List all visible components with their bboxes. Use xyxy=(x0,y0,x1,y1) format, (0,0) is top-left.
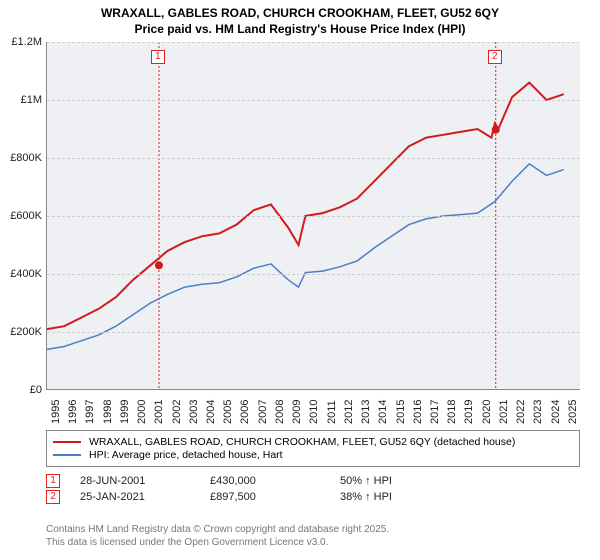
y-axis-label: £1.2M xyxy=(0,36,42,48)
y-axis-label: £400K xyxy=(0,268,42,280)
sale-date-2: 25-JAN-2021 xyxy=(80,491,210,503)
sale-marker-2: 2 xyxy=(46,490,60,504)
title-line-1: WRAXALL, GABLES ROAD, CHURCH CROOKHAM, F… xyxy=(0,6,600,22)
y-axis-label: £600K xyxy=(0,210,42,222)
footnote-line-2: This data is licensed under the Open Gov… xyxy=(46,537,580,550)
footnote: Contains HM Land Registry data © Crown c… xyxy=(46,524,580,549)
legend-item-1: WRAXALL, GABLES ROAD, CHURCH CROOKHAM, F… xyxy=(53,436,573,448)
chart-plot-area xyxy=(46,42,580,390)
footnote-line-1: Contains HM Land Registry data © Crown c… xyxy=(46,524,580,537)
legend-swatch-1 xyxy=(53,441,81,443)
x-axis-label: 1996 xyxy=(67,400,79,424)
x-axis-label: 2006 xyxy=(239,400,251,424)
x-axis-label: 2019 xyxy=(463,400,475,424)
legend-item-2: HPI: Average price, detached house, Hart xyxy=(53,449,573,461)
sale-delta-2: 38% ↑ HPI xyxy=(340,491,470,503)
y-axis-label: £1M xyxy=(0,94,42,106)
title-line-2: Price paid vs. HM Land Registry's House … xyxy=(0,22,600,38)
x-axis-label: 1999 xyxy=(119,400,131,424)
table-row: 2 25-JAN-2021 £897,500 38% ↑ HPI xyxy=(46,490,580,504)
x-axis-label: 2004 xyxy=(205,400,217,424)
legend-swatch-2 xyxy=(53,454,81,456)
x-axis-label: 2016 xyxy=(412,400,424,424)
sale-delta-1: 50% ↑ HPI xyxy=(340,475,470,487)
chart-title: WRAXALL, GABLES ROAD, CHURCH CROOKHAM, F… xyxy=(0,0,600,37)
x-axis-label: 2000 xyxy=(136,400,148,424)
x-axis-label: 2017 xyxy=(429,400,441,424)
sale-marker-1: 1 xyxy=(46,474,60,488)
chart-marker-2: 2 xyxy=(488,50,502,64)
sale-date-1: 28-JUN-2001 xyxy=(80,475,210,487)
x-axis-label: 2023 xyxy=(532,400,544,424)
legend-label-1: WRAXALL, GABLES ROAD, CHURCH CROOKHAM, F… xyxy=(89,436,515,448)
x-axis-label: 2015 xyxy=(395,400,407,424)
x-axis-label: 2018 xyxy=(446,400,458,424)
x-axis-label: 2022 xyxy=(515,400,527,424)
x-axis-label: 2021 xyxy=(498,400,510,424)
x-axis-label: 2020 xyxy=(481,400,493,424)
x-axis-label: 2002 xyxy=(171,400,183,424)
x-axis-label: 2008 xyxy=(274,400,286,424)
x-axis-label: 2024 xyxy=(550,400,562,424)
x-axis-label: 1995 xyxy=(50,400,62,424)
table-row: 1 28-JUN-2001 £430,000 50% ↑ HPI xyxy=(46,474,580,488)
x-axis-label: 2009 xyxy=(291,400,303,424)
chart-marker-1: 1 xyxy=(151,50,165,64)
x-axis-label: 2001 xyxy=(153,400,165,424)
x-axis-label: 2025 xyxy=(567,400,579,424)
x-axis-label: 2005 xyxy=(222,400,234,424)
x-axis-label: 2010 xyxy=(308,400,320,424)
legend: WRAXALL, GABLES ROAD, CHURCH CROOKHAM, F… xyxy=(46,430,580,467)
x-axis-label: 2003 xyxy=(188,400,200,424)
y-axis-label: £0 xyxy=(0,384,42,396)
x-axis-label: 2014 xyxy=(377,400,389,424)
sale-price-1: £430,000 xyxy=(210,475,340,487)
x-axis-label: 2007 xyxy=(257,400,269,424)
sale-data-table: 1 28-JUN-2001 £430,000 50% ↑ HPI 2 25-JA… xyxy=(46,472,580,506)
y-axis-label: £200K xyxy=(0,326,42,338)
y-axis-label: £800K xyxy=(0,152,42,164)
x-axis-label: 2011 xyxy=(326,400,338,424)
x-axis-label: 1998 xyxy=(102,400,114,424)
x-axis-label: 2013 xyxy=(360,400,372,424)
x-axis-label: 1997 xyxy=(84,400,96,424)
legend-label-2: HPI: Average price, detached house, Hart xyxy=(89,449,283,461)
sale-price-2: £897,500 xyxy=(210,491,340,503)
x-axis-label: 2012 xyxy=(343,400,355,424)
